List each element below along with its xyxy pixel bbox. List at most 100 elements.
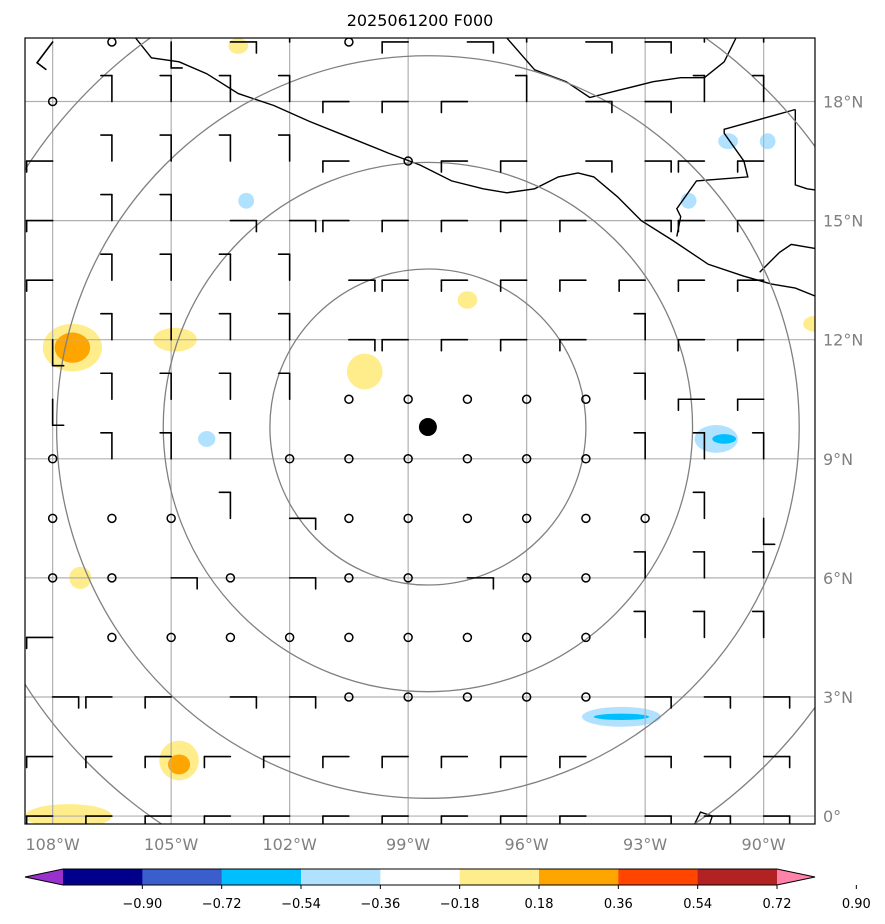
wind-barb [322,219,350,233]
wind-barb [499,219,528,233]
wind-barb [585,100,613,114]
anomaly-patch [228,38,249,54]
wind-barb [633,372,646,401]
calm-wind-marker [581,394,591,404]
anomaly-patch [712,434,737,444]
wind-barb [440,338,469,352]
calm-wind-marker [284,632,295,643]
wind-barb [100,134,113,162]
wind-barb [218,372,232,401]
wind-barb [25,815,54,824]
wind-barb [499,338,528,352]
calm-wind-marker [47,513,58,524]
colorbar-segment [63,869,143,885]
wind-barb [751,74,765,103]
colorbar-tick-label: −0.54 [281,897,321,912]
calm-wind-marker [47,454,58,464]
anomaly-patch [718,133,738,150]
calm-wind-marker [462,394,473,404]
wind-barb [633,431,646,460]
wind-barb [644,755,672,769]
wind-barb [262,755,291,769]
wind-barb [322,100,350,114]
wind-barb [218,253,232,281]
wind-barb [36,41,54,71]
wind-barbs [25,38,791,824]
calm-wind-marker [403,632,413,643]
calm-wind-marker [344,454,354,464]
wind-barb [288,577,317,590]
anomaly-patch [25,804,112,824]
colorbar-tick-labels: −0.90 −0.72 −0.54 −0.36 −0.18 0.18 0.36 0.54 0.7… [122,885,871,912]
wind-barb [25,755,54,769]
longitude-label: 108°W [25,835,80,854]
wind-barb [348,279,376,292]
wind-barb [585,160,613,173]
wind-barb [288,696,317,709]
calm-wind-marker [521,394,532,404]
colorbar-segment [539,869,619,885]
wind-barb [203,815,232,824]
wind-barb [644,160,672,173]
range-rings [25,38,815,824]
longitude-label: 93°W [623,835,667,854]
colorbar-tick-label: −0.18 [440,897,480,912]
wind-barb [466,577,495,590]
wind-barb [218,431,232,460]
wind-barb [644,696,672,709]
wind-barb [618,279,646,292]
wind-barb [499,815,528,824]
calm-wind-marker [581,513,591,524]
wind-barb [170,577,198,590]
wind-barb [144,815,172,824]
wind-barb [762,696,791,709]
calm-wind-marker [581,573,591,583]
calm-wind-marker [403,513,413,524]
wind-barb [229,219,258,233]
range-ring [269,268,587,586]
wind-barb [218,312,232,341]
wind-barb [644,815,672,824]
wind-barb [703,696,732,709]
wind-barb [585,41,613,54]
wind-barb [440,815,469,824]
wind-barb [322,815,350,824]
wind-barb [692,74,706,103]
wind-barb [277,134,291,162]
storm-center-marker [418,418,437,437]
colorbar-segment [380,869,461,885]
wind-barb [277,74,291,103]
wind-barb [100,74,113,103]
calm-wind-marker [403,692,413,702]
wind-barb [440,755,469,769]
wind-barb [159,312,172,341]
coastline-pacific-coast [135,38,815,297]
wind-barb [559,279,587,292]
colorbar-tick-label: −0.36 [360,897,400,912]
wind-barb [322,160,350,173]
calm-wind-marker [344,632,354,643]
wind-barb [277,372,291,401]
wind-barb [288,517,317,531]
coastline-gulf-coast [506,38,737,99]
colorbar-segment [301,869,381,885]
wind-barb [159,372,172,401]
calm-wind-marker [581,454,591,464]
calm-wind-marker [521,632,532,643]
calm-wind-marker [521,573,532,583]
calm-wind-marker [521,692,532,702]
wind-barb [559,755,587,769]
wind-barb [751,431,765,460]
wind-barb [85,696,113,709]
wind-barb [381,755,409,769]
range-ring [55,55,800,799]
longitude-label: 99°W [386,835,430,854]
wind-barb [218,134,232,162]
anomaly-patch [346,353,383,390]
wind-barb [703,815,732,824]
colorbar-tick-label: 0.90 [842,897,871,912]
anomaly-patch [803,315,815,332]
wind-barb [736,160,765,173]
calm-wind-marker [166,632,176,643]
wind-barb [677,160,706,173]
